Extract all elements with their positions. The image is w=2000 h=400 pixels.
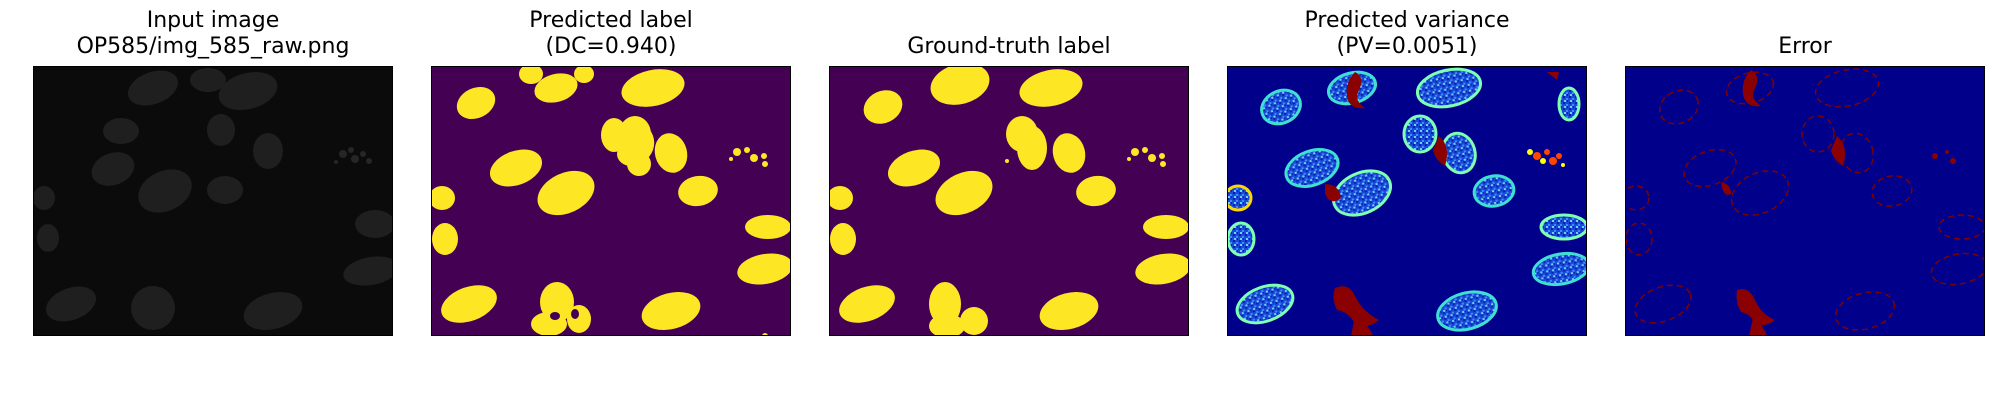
- panel-title: Predicted label (DC=0.940): [431, 8, 791, 60]
- panel-error: Error: [1625, 0, 1985, 340]
- panel-title: Input image OP585/img_585_raw.png: [33, 8, 393, 60]
- title-line-1: Predicted label: [529, 8, 693, 33]
- panel-title: Error: [1625, 34, 1985, 86]
- panel-predicted-label: Predicted label (DC=0.940): [431, 0, 791, 340]
- title-line-2: (DC=0.940): [545, 34, 677, 59]
- input-image: [33, 66, 393, 336]
- panel-title: Predicted variance (PV=0.0051): [1227, 8, 1587, 60]
- panel-predicted-variance: Predicted variance (PV=0.0051): [1227, 0, 1587, 340]
- title-line-1: Ground-truth label: [907, 34, 1111, 59]
- title-line-1: Predicted variance: [1304, 8, 1510, 33]
- title-line-1: Error: [1778, 34, 1832, 59]
- title-line-2: (PV=0.0051): [1336, 34, 1478, 59]
- panel-input-image: Input image OP585/img_585_raw.png: [33, 0, 393, 340]
- title-line-2: OP585/img_585_raw.png: [76, 34, 350, 59]
- panel-title: Ground-truth label: [829, 34, 1189, 86]
- panel-ground-truth-label: Ground-truth label: [829, 0, 1189, 340]
- error-image: [1625, 66, 1985, 336]
- title-line-1: Input image: [146, 8, 280, 33]
- predicted-variance-image: [1227, 66, 1587, 336]
- predicted-label-image: [431, 66, 791, 336]
- ground-truth-label-image: [829, 66, 1189, 336]
